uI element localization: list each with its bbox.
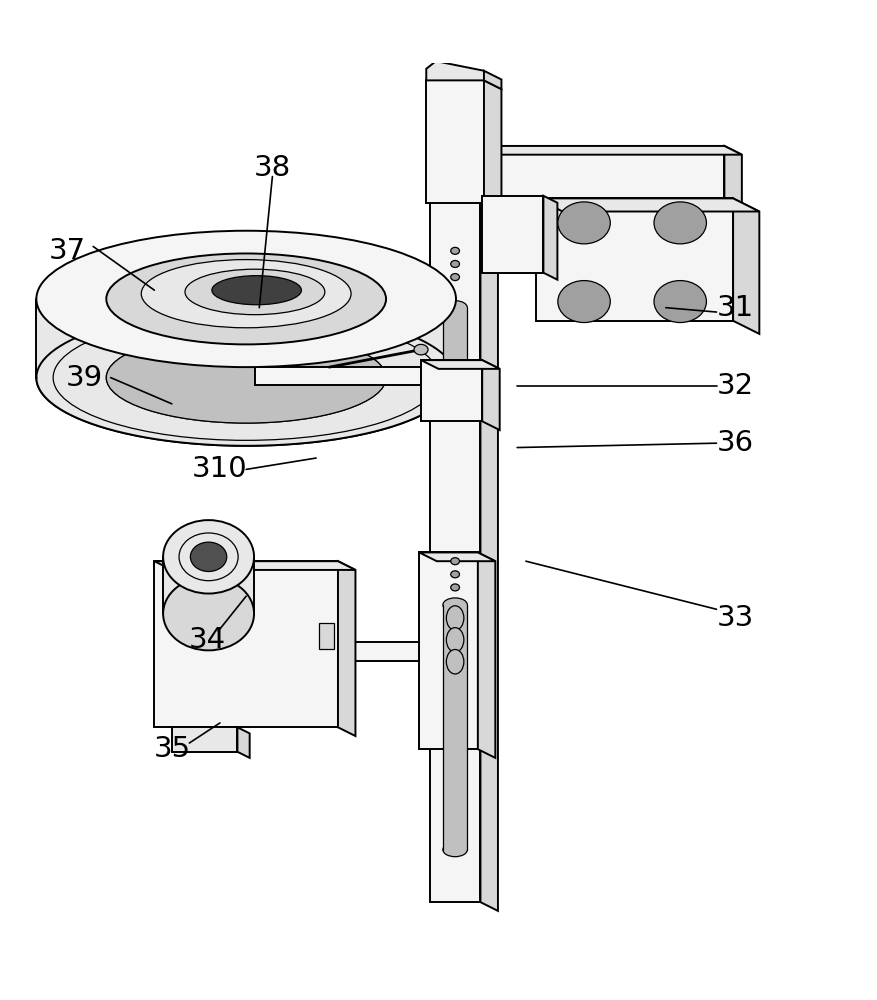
Ellipse shape: [654, 202, 707, 244]
Polygon shape: [338, 561, 355, 736]
Ellipse shape: [451, 274, 460, 281]
Polygon shape: [484, 71, 502, 89]
Polygon shape: [482, 360, 500, 430]
Polygon shape: [484, 146, 742, 155]
Polygon shape: [419, 552, 478, 749]
Ellipse shape: [446, 628, 464, 652]
Ellipse shape: [141, 260, 351, 328]
Polygon shape: [255, 367, 421, 385]
Ellipse shape: [451, 247, 460, 254]
Ellipse shape: [212, 276, 302, 305]
Polygon shape: [484, 80, 502, 212]
Polygon shape: [172, 727, 238, 752]
Polygon shape: [426, 61, 484, 80]
Ellipse shape: [36, 231, 456, 367]
Polygon shape: [421, 360, 482, 421]
Ellipse shape: [163, 577, 254, 650]
Ellipse shape: [185, 269, 324, 315]
Polygon shape: [430, 89, 481, 902]
Text: 33: 33: [717, 604, 754, 632]
Polygon shape: [537, 198, 733, 321]
Ellipse shape: [106, 253, 386, 344]
Polygon shape: [482, 196, 544, 273]
Ellipse shape: [446, 606, 464, 630]
Text: 38: 38: [253, 154, 291, 182]
Ellipse shape: [558, 281, 610, 323]
Ellipse shape: [443, 843, 467, 857]
Polygon shape: [481, 73, 498, 98]
Polygon shape: [318, 623, 334, 649]
Ellipse shape: [443, 301, 467, 315]
Text: 31: 31: [717, 294, 754, 322]
Polygon shape: [724, 146, 742, 212]
Ellipse shape: [654, 281, 707, 323]
Polygon shape: [154, 561, 338, 727]
Text: 35: 35: [153, 735, 190, 763]
Ellipse shape: [451, 558, 460, 565]
Text: 32: 32: [717, 372, 754, 400]
Polygon shape: [421, 360, 500, 369]
Ellipse shape: [106, 332, 386, 423]
Ellipse shape: [558, 202, 610, 244]
Polygon shape: [163, 557, 254, 650]
Ellipse shape: [443, 406, 467, 420]
Polygon shape: [537, 198, 759, 212]
Polygon shape: [238, 727, 250, 758]
Polygon shape: [478, 552, 496, 758]
Polygon shape: [338, 642, 419, 661]
Ellipse shape: [446, 649, 464, 674]
Ellipse shape: [190, 542, 227, 572]
Polygon shape: [419, 552, 496, 561]
Ellipse shape: [451, 571, 460, 578]
Ellipse shape: [106, 332, 386, 423]
Ellipse shape: [451, 584, 460, 591]
Ellipse shape: [163, 520, 254, 594]
Polygon shape: [443, 308, 467, 413]
Text: 310: 310: [192, 455, 248, 483]
Polygon shape: [481, 89, 498, 911]
Ellipse shape: [443, 598, 467, 612]
Text: 34: 34: [189, 626, 225, 654]
Polygon shape: [733, 198, 759, 334]
Polygon shape: [426, 80, 484, 203]
Polygon shape: [484, 146, 724, 203]
Polygon shape: [443, 605, 467, 850]
Polygon shape: [154, 561, 355, 570]
Ellipse shape: [414, 344, 428, 355]
Polygon shape: [544, 196, 558, 280]
Ellipse shape: [451, 260, 460, 267]
Text: 36: 36: [717, 429, 754, 457]
Polygon shape: [36, 299, 456, 446]
Text: 37: 37: [48, 237, 86, 265]
Ellipse shape: [36, 309, 456, 446]
Text: 39: 39: [66, 364, 103, 392]
Polygon shape: [430, 89, 498, 98]
Polygon shape: [430, 70, 481, 89]
